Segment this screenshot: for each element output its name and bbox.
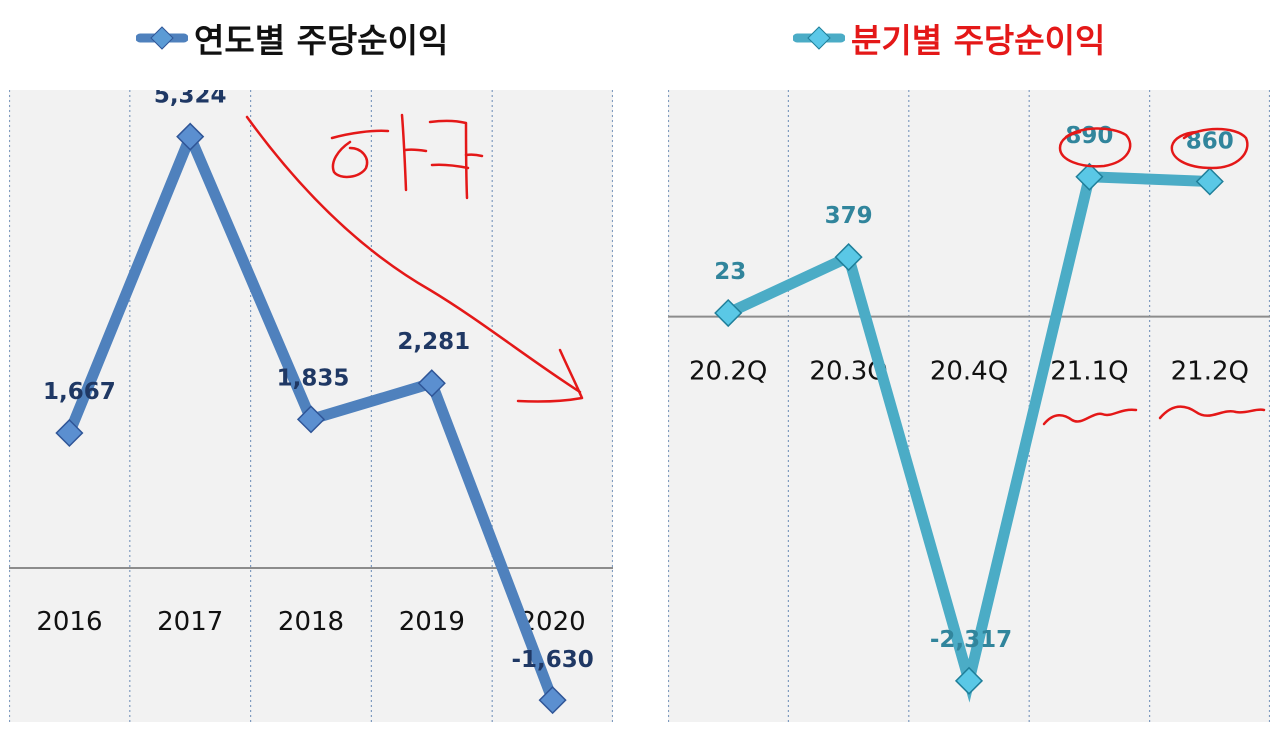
legend-right-label: 분기별 주당순이익 [851,21,1106,60]
data-point-marker [1075,162,1104,191]
category-label: 21.2Q [1171,357,1249,387]
data-label: 1,667 [43,379,116,405]
legend-marker-icon [136,26,188,50]
data-point-marker [1195,167,1224,196]
data-label: 1,835 [277,365,350,391]
data-label: 890 [1065,123,1113,149]
data-label: 860 [1186,128,1234,154]
legend-left-label: 연도별 주당순이익 [194,21,449,60]
category-label: 2019 [399,607,465,637]
data-label: -1,630 [511,647,593,673]
data-label: -2,317 [930,627,1012,653]
category-label: 2016 [36,607,102,637]
category-label: 21.1Q [1050,357,1128,387]
data-point-marker [834,243,863,272]
annual-eps-chart: 2016 2017 2018 2019 20201,6675,3241,8352,281… [9,90,613,722]
category-label: 20.2Q [689,357,767,387]
data-point-marker [55,418,84,448]
data-point-marker [954,666,984,695]
category-label: 20.4Q [930,357,1008,387]
data-point-marker [714,298,743,328]
category-label: 2017 [157,607,223,637]
data-label: 23 [714,259,746,285]
legend-left: 연도별 주당순이익 [136,12,448,64]
data-point-marker [176,122,205,151]
legend-right: 분기별 주당순이익 [793,12,1105,64]
legend-marker-icon [793,26,845,50]
data-point-marker [296,405,326,434]
category-label: 2018 [278,607,344,637]
data-label: 2,281 [397,329,470,355]
data-label: 5,324 [154,90,227,109]
data-label: 379 [825,203,873,229]
data-point-marker [538,686,567,715]
